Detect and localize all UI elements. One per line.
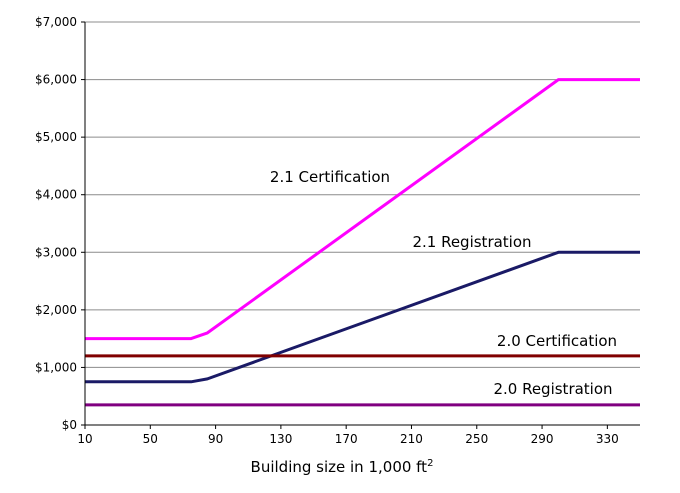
y-tick-label: $3,000: [35, 245, 77, 259]
grid-lines: [85, 21, 640, 368]
y-tick-label: $0: [62, 418, 77, 432]
y-tick-label: $4,000: [35, 188, 77, 202]
x-tick-label: 210: [400, 432, 423, 446]
y-tick-label: $1,000: [35, 360, 77, 374]
series-label-2: 2.1 Registration: [412, 233, 531, 251]
x-tick-label: 290: [531, 432, 554, 446]
x-tick-label: 10: [77, 432, 92, 446]
x-tick-label: 250: [465, 432, 488, 446]
y-tick-label: $6,000: [35, 73, 77, 87]
series-label-3: 2.0 Certification: [497, 332, 617, 350]
series-labels: 2.1 Certification 2.1 Registration 2.0 Cer…: [270, 168, 617, 398]
x-tick-label: 330: [596, 432, 619, 446]
y-tick-label: $7,000: [35, 15, 77, 29]
x-tick-labels: 10 50 90 130 170 210 250 290 330: [77, 432, 618, 446]
x-tick-label: 90: [208, 432, 223, 446]
y-tick-label: $5,000: [35, 130, 77, 144]
series-line-1: [85, 78, 640, 341]
x-tick-label: 130: [269, 432, 292, 446]
series-lines: [85, 78, 640, 407]
y-tick-labels: $0 $1,000 $2,000 $3,000 $4,000 $5,000 $6,000 $7…: [35, 15, 77, 432]
x-tick-label: 50: [143, 432, 158, 446]
series-label-4: 2.0 Registration: [493, 380, 612, 398]
y-tick-label: $2,000: [35, 303, 77, 317]
series-line-2: [85, 250, 640, 384]
series-label-1: 2.1 Certification: [270, 168, 390, 186]
axes: [81, 21, 640, 429]
x-axis-title: Building size in 1,000 ft2: [251, 458, 434, 476]
x-tick-label: 170: [335, 432, 358, 446]
